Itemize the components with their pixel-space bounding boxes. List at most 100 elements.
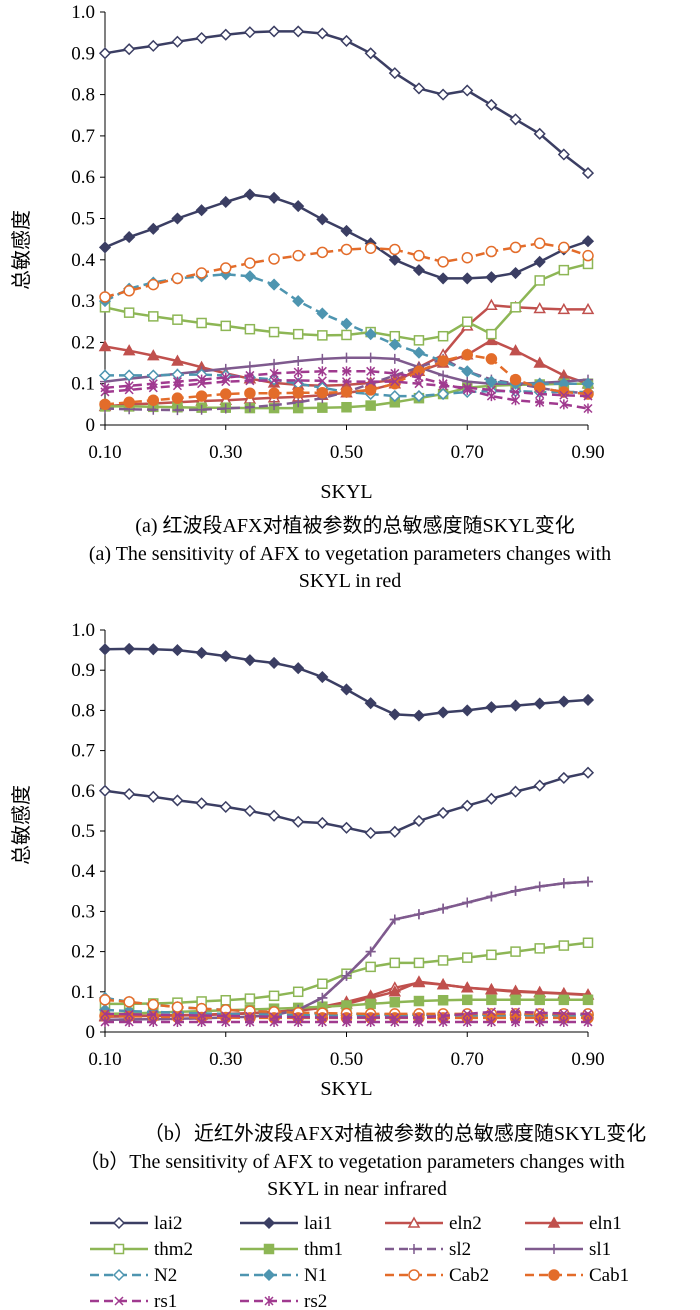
point-Cab1 — [99, 398, 111, 411]
point-rs2 — [197, 374, 207, 385]
point-Cab1 — [244, 387, 256, 399]
legend-item-eln2: eln2 — [385, 1213, 482, 1234]
point-rs2 — [366, 366, 376, 377]
point-rs2 — [124, 380, 134, 391]
point-rs2 — [438, 1016, 448, 1027]
legend-item-sl2: sl2 — [385, 1239, 471, 1260]
legend-label: eln2 — [449, 1213, 482, 1234]
point-thm2 — [534, 275, 545, 286]
point-lai2 — [485, 98, 498, 111]
legend-item-N2: N2 — [90, 1265, 177, 1286]
point-rs2 — [148, 1016, 158, 1027]
point-thm2 — [292, 986, 304, 998]
point-Cab1 — [389, 377, 401, 390]
point-sl1 — [558, 878, 569, 889]
point-sl2 — [196, 404, 207, 415]
x-tick-label: 0.30 — [209, 442, 242, 463]
point-rs2 — [317, 366, 327, 377]
point-lai2 — [267, 25, 281, 38]
legend-label: thm2 — [154, 1239, 193, 1260]
point-Cab1 — [220, 388, 232, 400]
legend-label: N2 — [154, 1265, 177, 1286]
point-lai1 — [123, 231, 136, 244]
point-Cab1 — [268, 387, 280, 399]
legend-item-Cab2: Cab2 — [385, 1265, 489, 1286]
point-eln1 — [388, 985, 402, 997]
legend-label: eln1 — [589, 1213, 622, 1234]
legend-item-Cab1: Cab1 — [525, 1265, 629, 1286]
y-tick-label: 0.6 — [71, 781, 95, 802]
point-rs1 — [341, 377, 352, 387]
point-Cab1 — [340, 386, 353, 398]
point-eln1 — [460, 981, 474, 993]
point-thm1 — [534, 994, 545, 1006]
point-Cab1 — [123, 396, 135, 409]
point-lai2 — [171, 35, 184, 48]
point-lai2 — [147, 39, 160, 52]
point-sl2 — [220, 403, 231, 414]
point-Cab2 — [171, 1001, 184, 1013]
point-lai1 — [147, 222, 160, 235]
point-thm2 — [317, 978, 328, 990]
series-Cab1 — [99, 349, 594, 411]
point-Cab1 — [485, 353, 498, 365]
point-Cab2 — [171, 272, 184, 285]
legend-marker — [549, 1244, 559, 1254]
point-lai2 — [243, 804, 256, 817]
x-tick-label: 0.70 — [451, 1049, 484, 1070]
point-Cab2 — [292, 249, 304, 262]
point-thm2 — [220, 320, 231, 332]
point-rs2 — [486, 391, 496, 402]
point-sl1 — [413, 909, 424, 920]
point-thm1 — [317, 402, 328, 413]
point-eln1 — [147, 349, 160, 361]
point-thm2 — [196, 317, 207, 329]
x-tick-label: 0.50 — [330, 1049, 363, 1070]
point-eln1 — [485, 333, 498, 346]
y-tick-label: 0.7 — [71, 741, 95, 762]
point-rs2 — [100, 1016, 110, 1027]
point-lai1 — [412, 709, 426, 722]
y-axis-title: 总敏感度 — [9, 210, 33, 290]
point-rs2 — [269, 368, 279, 379]
legend-marker — [114, 1296, 124, 1306]
point-rs2 — [583, 403, 593, 414]
point-rs1 — [559, 390, 569, 400]
series-lai1 — [98, 642, 595, 722]
point-thm1 — [582, 994, 594, 1006]
legend-item-rs1: rs1 — [90, 1291, 177, 1310]
legend-item-thm2: thm2 — [90, 1239, 193, 1260]
point-lai2 — [581, 766, 595, 779]
point-rs2 — [462, 1016, 472, 1027]
point-lai1 — [267, 656, 281, 670]
legend-label: sl2 — [449, 1239, 471, 1260]
point-Cab1 — [147, 394, 160, 406]
point-lai1 — [533, 255, 546, 268]
point-lai2 — [557, 148, 570, 161]
point-lai2 — [219, 800, 232, 813]
y-tick-label: 1.0 — [71, 620, 95, 641]
point-thm2 — [123, 307, 135, 318]
series-rs2 — [100, 1016, 593, 1027]
point-lai2 — [123, 787, 136, 801]
point-lai1 — [461, 272, 474, 285]
x-tick-label: 0.10 — [88, 442, 121, 463]
point-sl1 — [317, 353, 328, 364]
point-lai1 — [533, 697, 546, 710]
point-thm1 — [437, 994, 449, 1006]
series-thm2 — [99, 258, 594, 346]
point-sl1 — [244, 361, 255, 372]
point-Cab2 — [123, 285, 135, 297]
point-lai1 — [243, 654, 256, 667]
legend: lai2 lai1 eln2 eln1 thm2 thm1 sl2 sl1 N2 N1 Cab2 Ca… — [90, 1213, 629, 1310]
point-N1 — [412, 346, 426, 359]
point-rs2 — [390, 368, 400, 379]
point-Cab2 — [582, 249, 594, 262]
point-sl1 — [389, 353, 400, 364]
point-rs1 — [583, 1009, 593, 1019]
point-lai2 — [485, 792, 498, 805]
legend-marker — [262, 1268, 276, 1282]
point-lai2 — [98, 784, 112, 797]
point-rs2 — [317, 1016, 327, 1027]
point-thm2 — [341, 329, 352, 341]
